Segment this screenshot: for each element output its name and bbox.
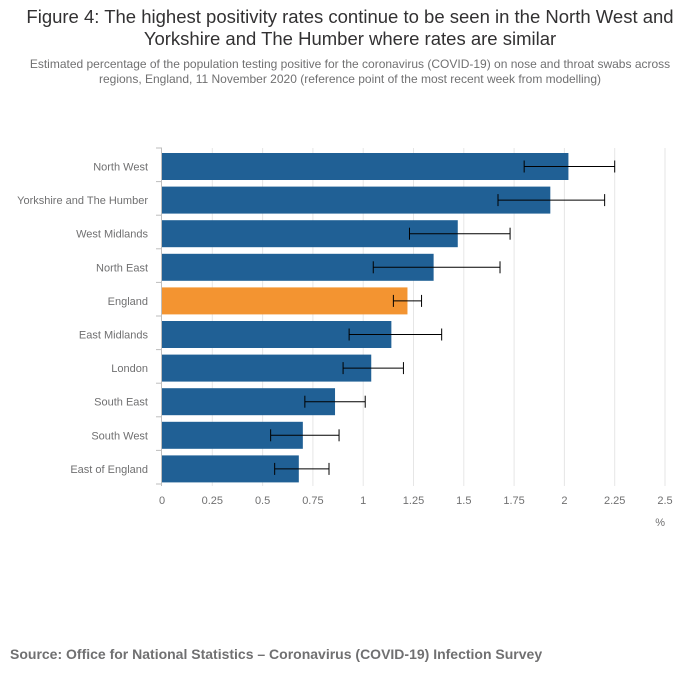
category-label: West Midlands xyxy=(76,229,148,241)
category-label: East of England xyxy=(70,464,148,476)
category-label: South East xyxy=(94,397,148,409)
category-label: England xyxy=(108,296,148,308)
bar xyxy=(162,220,458,248)
x-tick-label: 2.25 xyxy=(604,495,625,507)
bar xyxy=(162,287,408,315)
x-tick-label: 1.5 xyxy=(456,495,471,507)
category-label: North East xyxy=(96,262,148,274)
x-tick-label: 0.5 xyxy=(255,495,270,507)
category-label: South West xyxy=(91,430,148,442)
bar xyxy=(162,153,569,180)
source-note: Source: Office for National Statistics –… xyxy=(10,646,543,662)
category-label: East Midlands xyxy=(79,330,149,342)
bar xyxy=(162,186,551,214)
x-tick-label: 2.5 xyxy=(657,495,672,507)
x-tick-label: 1 xyxy=(360,495,366,507)
category-label: Yorkshire and The Humber xyxy=(17,195,148,207)
x-axis-label: % xyxy=(655,517,665,529)
x-tick-label: 2 xyxy=(561,495,567,507)
x-tick-label: 1.25 xyxy=(403,495,424,507)
category-label: North West xyxy=(93,162,148,174)
chart-title: Figure 4: The highest positivity rates c… xyxy=(26,6,674,49)
x-tick-label: 0 xyxy=(159,495,165,507)
x-tick-label: 0.75 xyxy=(302,495,323,507)
bar xyxy=(162,354,372,382)
x-tick-label: 0.25 xyxy=(202,495,223,507)
x-tick-label: 1.75 xyxy=(503,495,524,507)
category-label: London xyxy=(111,363,148,375)
chart-subtitle: Estimated percentage of the population t… xyxy=(29,57,671,86)
